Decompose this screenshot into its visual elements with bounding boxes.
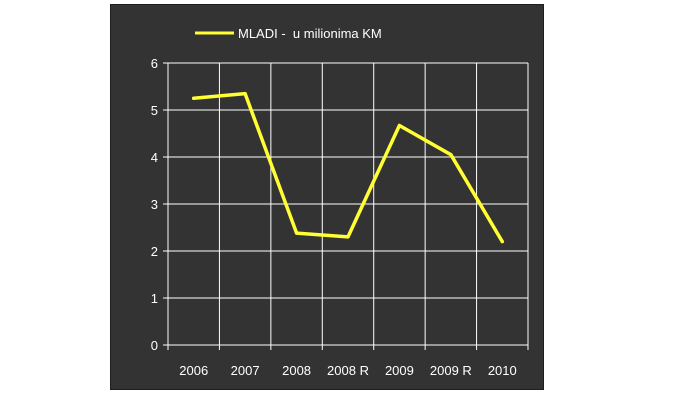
y-axis-tick-labels: 0 1 2 3 4 5 6 xyxy=(151,56,158,353)
y-tick-label: 3 xyxy=(151,197,158,212)
data-point xyxy=(449,153,453,157)
data-point xyxy=(500,240,504,244)
y-tick-label: 1 xyxy=(151,291,158,306)
y-tick-label: 5 xyxy=(151,103,158,118)
x-axis-tick-labels: 2006 2007 2008 2008 R 2009 2009 R 2010 xyxy=(179,363,516,378)
axes xyxy=(163,62,529,350)
series-line xyxy=(191,91,505,244)
y-tick-label: 6 xyxy=(151,56,158,71)
gridlines xyxy=(168,62,529,345)
x-tick-label: 2007 xyxy=(231,363,260,378)
data-point xyxy=(192,96,196,100)
data-point xyxy=(243,92,247,96)
x-tick-label: 2010 xyxy=(488,363,517,378)
x-tick-label: 2009 xyxy=(385,363,414,378)
y-tick-label: 4 xyxy=(151,150,158,165)
legend-label: MLADI - u milionima KM xyxy=(238,26,382,41)
y-tick-label: 2 xyxy=(151,244,158,259)
data-point xyxy=(397,124,401,128)
x-tick-label: 2009 R xyxy=(430,363,472,378)
series-layer xyxy=(191,91,505,244)
data-point xyxy=(346,235,350,239)
y-tick-label: 0 xyxy=(151,338,158,353)
x-tick-label: 2008 xyxy=(282,363,311,378)
chart-panel xyxy=(110,4,544,390)
x-tick-label: 2008 R xyxy=(327,363,369,378)
x-tick-label: 2006 xyxy=(179,363,208,378)
legend: MLADI - u milionima KM xyxy=(195,26,382,41)
data-point xyxy=(295,231,299,235)
